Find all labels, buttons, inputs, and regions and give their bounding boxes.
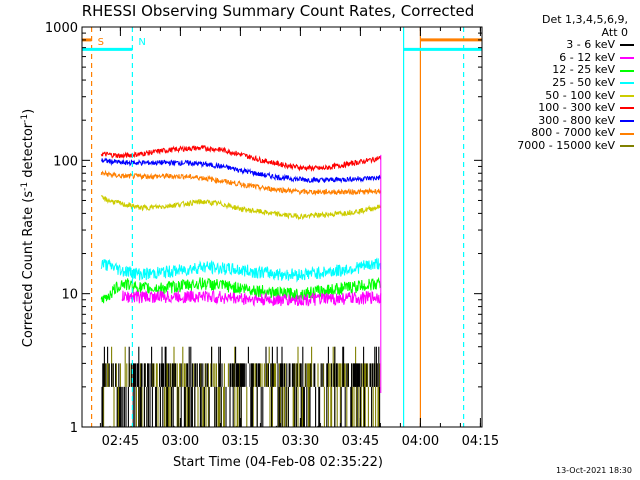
legend-entry: 25 - 50 keV — [486, 75, 634, 90]
legend-swatch — [620, 69, 634, 72]
legend-entry-label: 50 - 100 keV — [545, 88, 615, 102]
y-tick-label: 1000 — [45, 21, 78, 36]
y-tick-label: 100 — [53, 154, 78, 169]
marker-label: N — [138, 37, 145, 48]
series-line — [100, 195, 382, 221]
y-axis-label: Corrected Count Rate (s-1 detector-1) — [20, 109, 36, 347]
legend-entry-label: 100 - 300 keV — [538, 101, 615, 115]
legend-swatch — [620, 44, 634, 47]
legend-entry: 800 - 7000 keV — [486, 127, 634, 140]
y-tick-label: 1 — [70, 421, 78, 436]
legend-entry: 6 - 12 keV — [486, 50, 634, 65]
chart-title: RHESSI Observing Summary Count Rates, Co… — [81, 2, 475, 20]
legend-swatch — [620, 94, 634, 97]
legend: Det 1,3,4,5,6,9, Att 0 3 - 6 keV 6 - 12 k… — [486, 13, 634, 153]
series-line — [100, 169, 382, 196]
x-tick-label: 03:30 — [282, 434, 319, 449]
x-tick-label: 04:00 — [402, 434, 439, 449]
x-tick-label: 03:00 — [162, 434, 199, 449]
legend-entry-label: 3 - 6 keV — [566, 38, 615, 52]
plot-frame — [81, 26, 483, 428]
series-line — [100, 276, 381, 304]
axes-group: 1 10 100 1000 02:45 03:00 03:15 03:30 03:45 04:00… — [45, 21, 499, 449]
legend-entry-label: 300 - 800 keV — [538, 113, 615, 127]
legend-entry: 300 - 800 keV — [486, 113, 634, 128]
x-tick-label: 03:15 — [222, 434, 259, 449]
legend-entry: 50 - 100 keV — [486, 88, 634, 103]
series-group — [100, 144, 382, 427]
series-line — [100, 144, 382, 172]
legend-swatch — [620, 120, 634, 123]
marker-label: S — [98, 37, 104, 48]
x-axis-label: Start Time (04-Feb-08 02:35:22) — [173, 455, 383, 470]
legend-entry: 12 - 25 keV — [486, 64, 634, 77]
legend-entry-label: 7000 - 15000 keV — [517, 138, 615, 152]
series-7000-15000kev — [103, 346, 381, 427]
legend-entry: 100 - 300 keV — [486, 102, 634, 115]
series-3-6kev — [101, 346, 381, 427]
x-tick-label: 03:45 — [342, 434, 379, 449]
series-line — [100, 157, 382, 184]
legend-entry-label: 6 - 12 keV — [559, 50, 615, 64]
legend-entry-label: 12 - 25 keV — [552, 63, 615, 77]
legend-entry: 7000 - 15000 keV — [486, 138, 634, 153]
legend-entries: 3 - 6 keV 6 - 12 keV 12 - 25 keV 25 - 50 ke… — [486, 39, 634, 152]
legend-header-1: Det 1,3,4,5,6,9, — [541, 13, 628, 26]
generation-timestamp: 13-Oct-2021 18:30 — [556, 466, 632, 475]
x-tick-label: 02:45 — [102, 434, 139, 449]
legend-swatch — [620, 145, 634, 148]
legend-header-2: Att 0 — [601, 25, 628, 39]
series-line — [100, 257, 382, 283]
y-tick-label: 10 — [61, 288, 78, 303]
legend-swatch — [620, 107, 634, 110]
legend-swatch — [620, 57, 634, 60]
legend-entry-label: 800 - 7000 keV — [531, 126, 615, 140]
series-line — [121, 289, 382, 308]
x-tick-label: 04:15 — [462, 434, 499, 449]
legend-swatch — [620, 82, 634, 85]
legend-entry: 3 - 6 keV — [486, 39, 634, 52]
legend-entry-label: 25 - 50 keV — [552, 75, 615, 89]
legend-swatch — [620, 132, 634, 135]
